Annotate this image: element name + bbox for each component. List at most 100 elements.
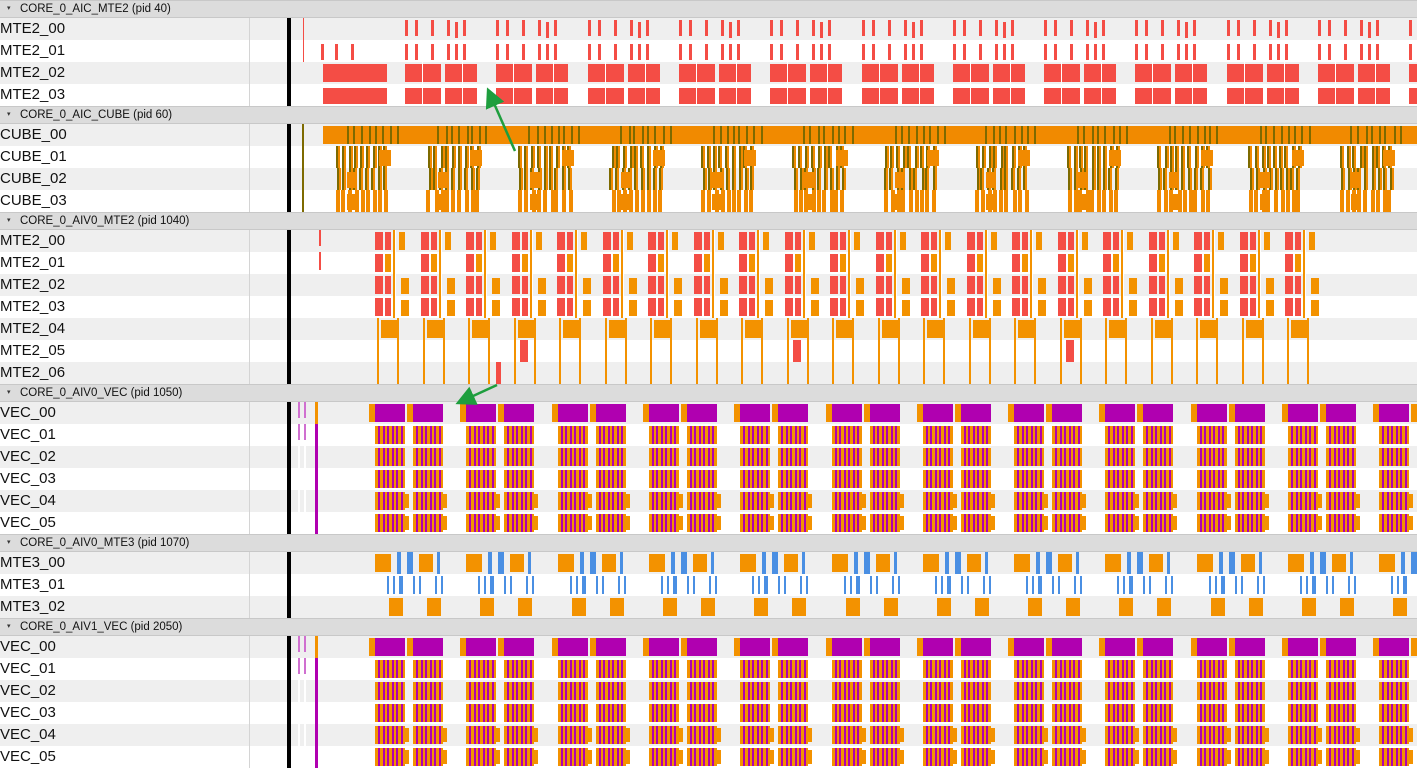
trace-event[interactable] (660, 190, 663, 212)
trace-event[interactable] (1077, 296, 1079, 318)
trace-event[interactable] (895, 146, 898, 168)
trace-event[interactable] (1108, 748, 1111, 766)
trace-event[interactable] (1061, 62, 1063, 84)
trace-event[interactable] (1121, 704, 1124, 722)
trace-event[interactable] (1117, 470, 1120, 488)
trace-event[interactable] (784, 576, 787, 594)
trace-event[interactable] (351, 44, 354, 60)
trace-event[interactable] (1260, 726, 1263, 744)
trace-event[interactable] (806, 362, 809, 384)
trace-event[interactable] (954, 552, 961, 574)
trace-event[interactable] (665, 426, 668, 444)
trace-event[interactable] (429, 448, 432, 466)
trace-event[interactable] (1260, 704, 1263, 722)
trace-event[interactable] (877, 514, 879, 532)
trace-event[interactable] (785, 492, 788, 510)
trace-event[interactable] (1300, 682, 1302, 700)
trace-event[interactable] (806, 576, 809, 594)
trace-event[interactable] (1404, 426, 1407, 444)
trace-event[interactable] (647, 146, 650, 168)
trace-event[interactable] (1017, 660, 1020, 678)
track-row[interactable]: CUBE_00 (0, 124, 1417, 146)
trace-event[interactable] (1126, 748, 1129, 766)
trace-event[interactable] (387, 514, 389, 532)
trace-event[interactable] (1030, 426, 1033, 444)
trace-event[interactable] (1291, 514, 1293, 532)
trace-event[interactable] (1370, 190, 1373, 212)
trace-event[interactable] (1209, 126, 1212, 144)
trace-event[interactable] (1046, 404, 1053, 422)
trace-event[interactable] (930, 682, 933, 700)
trace-event[interactable] (1304, 492, 1307, 510)
trace-event[interactable] (435, 168, 438, 190)
trace-event[interactable] (633, 126, 636, 144)
trace-event[interactable] (583, 704, 586, 722)
trace-event[interactable] (368, 126, 371, 144)
trace-event[interactable] (1206, 190, 1209, 212)
trace-event[interactable] (1400, 448, 1403, 466)
trace-event[interactable] (895, 704, 897, 722)
trace-event[interactable] (674, 726, 677, 744)
trace-event[interactable] (840, 232, 846, 250)
trace-event[interactable] (1409, 750, 1414, 764)
trace-event[interactable] (1123, 576, 1126, 594)
trace-event[interactable] (507, 704, 510, 722)
trace-event[interactable] (563, 320, 579, 338)
trace-event[interactable] (1242, 748, 1245, 766)
trace-event[interactable] (618, 190, 621, 212)
trace-event[interactable] (660, 470, 663, 488)
trace-event[interactable] (637, 44, 641, 60)
trace-event[interactable] (1044, 516, 1049, 530)
trace-event[interactable] (881, 470, 884, 488)
trace-event[interactable] (895, 296, 897, 318)
trace-event[interactable] (703, 748, 706, 766)
trace-event[interactable] (569, 682, 572, 700)
trace-event[interactable] (478, 514, 481, 532)
trace-event[interactable] (1386, 748, 1389, 766)
collapse-triangle-icon[interactable]: ▾ (7, 5, 11, 12)
trace-event[interactable] (583, 492, 586, 510)
trace-event[interactable] (436, 126, 439, 144)
trace-event[interactable] (420, 426, 423, 444)
trace-event[interactable] (520, 426, 523, 444)
trace-event[interactable] (1126, 426, 1129, 444)
trace-event[interactable] (752, 514, 755, 532)
trace-event[interactable] (875, 254, 884, 272)
trace-event[interactable] (1018, 150, 1031, 166)
trace-event[interactable] (1226, 64, 1263, 82)
trace-event[interactable] (972, 748, 975, 766)
trace-event[interactable] (1162, 168, 1165, 190)
trace-event[interactable] (699, 320, 716, 338)
trace-event[interactable] (756, 470, 759, 488)
trace-event[interactable] (520, 146, 523, 168)
trace-event[interactable] (511, 470, 514, 488)
trace-event[interactable] (453, 190, 456, 212)
collapse-triangle-icon[interactable]: ▾ (7, 217, 11, 224)
trace-event[interactable] (830, 298, 838, 316)
trace-event[interactable] (1193, 20, 1197, 36)
trace-event[interactable] (416, 660, 418, 678)
trace-event[interactable] (496, 88, 533, 104)
trace-event[interactable] (425, 660, 427, 678)
trace-event[interactable] (852, 362, 854, 384)
trace-event[interactable] (612, 682, 615, 700)
trace-event[interactable] (476, 232, 482, 250)
trace-event[interactable] (752, 126, 755, 144)
trace-event[interactable] (640, 190, 643, 212)
trace-event[interactable] (583, 514, 586, 532)
trace-event[interactable] (1164, 514, 1167, 532)
trace-event[interactable] (595, 576, 598, 594)
trace-event[interactable] (1368, 44, 1371, 60)
time-cursor[interactable] (287, 424, 291, 446)
trace-event[interactable] (665, 492, 668, 510)
trace-event[interactable] (941, 274, 942, 296)
trace-event[interactable] (1192, 62, 1194, 84)
trace-event[interactable] (802, 296, 806, 318)
trace-event[interactable] (827, 84, 829, 106)
trace-event[interactable] (607, 704, 610, 722)
trace-event[interactable] (692, 554, 707, 572)
trace-event[interactable] (1036, 552, 1041, 574)
trace-event[interactable] (1248, 146, 1251, 168)
trace-event[interactable] (315, 512, 318, 534)
trace-event[interactable] (407, 638, 413, 656)
